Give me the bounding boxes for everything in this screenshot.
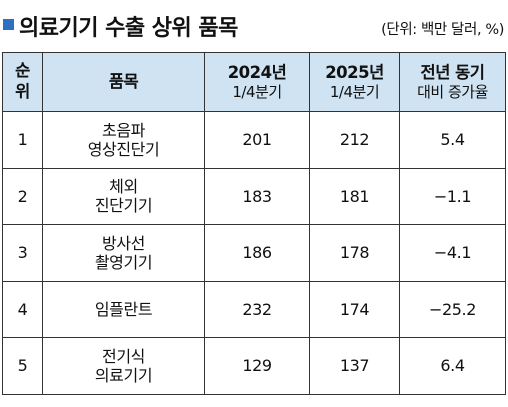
item-cell: 전기식 의료기기 xyxy=(42,337,205,395)
value-2025-cell: 174 xyxy=(309,280,400,338)
page-title: 의료기기 수출 상위 품목 xyxy=(19,16,238,41)
header-2024-quarter: 1/4분기 xyxy=(232,82,282,101)
yoy-cell: 5.4 xyxy=(399,111,506,169)
header-item: 품목 xyxy=(42,52,205,112)
item-cell: 임플란트 xyxy=(42,280,205,338)
value-2025-cell: 181 xyxy=(309,167,400,225)
table-row: 5 전기식 의료기기 129 137 6.4 xyxy=(2,337,506,395)
yoy-cell: −1.1 xyxy=(399,167,506,225)
item-cell: 방사선 촬영기기 xyxy=(42,224,205,282)
value-2024-cell: 129 xyxy=(204,337,310,395)
item-cell: 체외 진단기기 xyxy=(42,167,205,225)
value-2025-cell: 212 xyxy=(309,111,400,169)
header-2025-quarter: 1/4분기 xyxy=(329,82,380,101)
value-2024-cell: 232 xyxy=(204,280,310,338)
header-2024-year: 2024년 xyxy=(227,63,287,83)
table-row: 4 임플란트 232 174 −25.2 xyxy=(2,280,506,338)
unit-note: (단위: 백만 달러, %) xyxy=(381,22,504,38)
table-body: 1 초음파 영상진단기 201 212 5.4 2 체외 진단기기 183 181 −1.1 3 방사선 촬… xyxy=(2,111,506,395)
header-rank-line1: 순 xyxy=(15,61,30,81)
rank-cell: 2 xyxy=(2,167,43,225)
title-row: 의료기기 수출 상위 품목 (단위: 백만 달러, %) xyxy=(0,0,508,46)
header-yoy-line2: 대비 증가율 xyxy=(417,82,488,101)
yoy-cell: 6.4 xyxy=(399,337,506,395)
value-2025-cell: 137 xyxy=(309,337,400,395)
rank-cell: 5 xyxy=(2,337,43,395)
rank-cell: 4 xyxy=(2,280,43,338)
item-name-line: 영상진단기 xyxy=(87,139,160,159)
yoy-cell: −25.2 xyxy=(399,280,506,338)
rank-cell: 1 xyxy=(2,111,43,169)
header-2025: 2025년 1/4분기 xyxy=(309,52,400,112)
item-name-line: 체외 xyxy=(109,177,138,197)
item-name-line: 전기식 xyxy=(102,346,145,366)
table-header-row: 순 위 품목 2024년 1/4분기 2025년 1/4분기 전년 동기 대비 … xyxy=(2,52,506,112)
item-name-line: 진단기기 xyxy=(94,196,153,216)
title-bullet-icon xyxy=(3,19,14,30)
value-2024-cell: 183 xyxy=(204,167,310,225)
value-2025-cell: 178 xyxy=(309,224,400,282)
header-rank: 순 위 xyxy=(2,52,43,112)
export-table: 순 위 품목 2024년 1/4분기 2025년 1/4분기 전년 동기 대비 … xyxy=(2,52,506,395)
item-name-line: 방사선 xyxy=(102,233,145,253)
item-name-line: 임플란트 xyxy=(94,299,153,319)
header-yoy-line1: 전년 동기 xyxy=(420,63,485,83)
item-cell: 초음파 영상진단기 xyxy=(42,111,205,169)
value-2024-cell: 186 xyxy=(204,224,310,282)
item-name-line: 의료기기 xyxy=(94,365,153,385)
table-row: 2 체외 진단기기 183 181 −1.1 xyxy=(2,167,506,225)
value-2024-cell: 201 xyxy=(204,111,310,169)
header-rank-line2: 위 xyxy=(15,82,30,101)
table-row: 3 방사선 촬영기기 186 178 −4.1 xyxy=(2,224,506,282)
header-2024: 2024년 1/4분기 xyxy=(204,52,310,112)
header-yoy: 전년 동기 대비 증가율 xyxy=(399,52,506,112)
header-2025-year: 2025년 xyxy=(325,63,384,83)
yoy-cell: −4.1 xyxy=(399,224,506,282)
item-name-line: 초음파 xyxy=(102,120,145,140)
rank-cell: 3 xyxy=(2,224,43,282)
table-row: 1 초음파 영상진단기 201 212 5.4 xyxy=(2,111,506,169)
item-name-line: 촬영기기 xyxy=(94,252,153,272)
